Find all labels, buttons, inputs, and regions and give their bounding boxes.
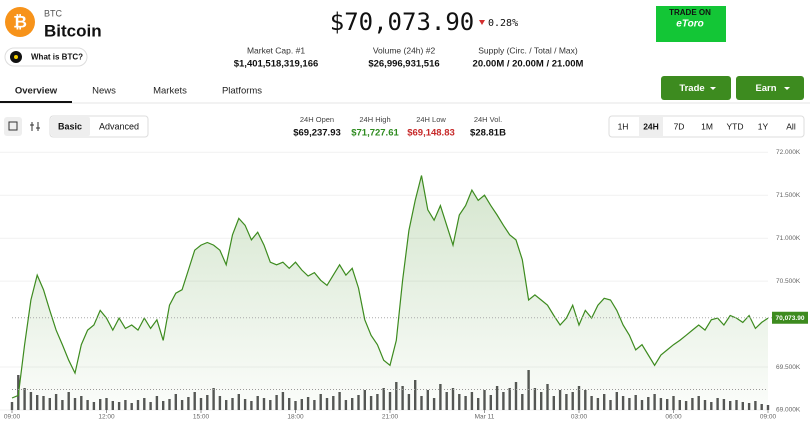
x-tick-label: 18:00 <box>287 414 304 421</box>
what-is-label[interactable]: What is BTC? <box>31 53 83 62</box>
range-option[interactable]: 24H <box>643 121 659 131</box>
mode-active-bg <box>51 117 90 136</box>
mode-option[interactable]: Basic <box>58 121 82 131</box>
y-tick-label: 69.000K <box>776 407 801 414</box>
price-chart: 69.000K 69.500K 70.500K 71.000K 71.500K 72.00… <box>0 149 808 421</box>
summary-value: $71,727.61 <box>351 128 399 139</box>
x-tick-label: 21:00 <box>382 414 399 421</box>
y-tick-label: 69.500K <box>776 364 801 371</box>
active-tab-underline <box>0 101 72 103</box>
tab[interactable]: Platforms <box>222 86 262 97</box>
stat-label: Market Cap. #1 <box>247 45 305 55</box>
x-tick-label: 12:00 <box>98 414 115 421</box>
y-tick-label: 71.500K <box>776 192 801 199</box>
stat-value: $26,996,931,516 <box>368 59 439 70</box>
tab[interactable]: Markets <box>153 86 187 97</box>
dropdown-caret <box>710 87 716 90</box>
dropdown-caret <box>784 87 790 90</box>
coin-name: Bitcoin <box>44 21 102 40</box>
stat-value: $1,401,518,319,166 <box>234 59 319 70</box>
summary-value: $69,148.83 <box>407 128 455 139</box>
price-area <box>12 175 768 410</box>
x-tick-label: 06:00 <box>665 414 682 421</box>
price-line <box>11 175 769 399</box>
x-tick-label: 15:00 <box>193 414 210 421</box>
x-tick-label: Mar 11 <box>475 414 495 421</box>
range-option[interactable]: 1M <box>701 121 713 131</box>
summary-label: 24H High <box>359 115 390 124</box>
summary-value: $28.81B <box>470 128 506 139</box>
action-label[interactable]: Earn <box>755 83 776 94</box>
coin-logo <box>5 7 35 37</box>
range-option[interactable]: 7D <box>674 121 685 131</box>
ad-banner[interactable]: TRADE ON eToro <box>656 6 726 42</box>
last-price-label: 70,073.90 <box>776 315 805 322</box>
symbol: BTC <box>44 8 63 18</box>
what-is-button[interactable]: What is BTC? <box>4 47 88 67</box>
stat-label: Volume (24h) #2 <box>373 45 436 55</box>
action-button[interactable] <box>661 76 731 100</box>
x-tick-label: 09:00 <box>4 414 21 421</box>
tab[interactable]: Overview <box>15 86 58 97</box>
range-active-bg <box>639 117 663 136</box>
chart-type-icon <box>30 122 40 131</box>
y-tick-label: 70.500K <box>776 278 801 285</box>
ad-line[interactable]: TRADE ON <box>669 8 711 17</box>
range-option[interactable]: All <box>786 121 796 131</box>
action-label[interactable]: Trade <box>679 83 704 94</box>
price: $70,073.90 <box>330 8 475 36</box>
mode-option[interactable]: Advanced <box>99 121 139 131</box>
range-option[interactable]: 1Y <box>758 121 769 131</box>
stat-value: 20.00M / 20.00M / 21.00M <box>473 59 584 70</box>
coin-logo-glyph: ₿ <box>13 12 27 31</box>
price-change: 0.28% <box>488 18 518 29</box>
y-tick-label: 72.000K <box>776 149 801 156</box>
summary-value: $69,237.93 <box>293 128 341 139</box>
range-option[interactable]: YTD <box>727 121 744 131</box>
stat-label: Supply (Circ. / Total / Max) <box>478 45 578 55</box>
summary-label: 24H Vol. <box>474 115 502 124</box>
x-tick-label: 09:00 <box>760 414 777 421</box>
down-arrow <box>479 20 485 25</box>
ad-brand[interactable]: eToro <box>676 19 703 30</box>
x-tick-label: 03:00 <box>571 414 588 421</box>
action-button[interactable] <box>736 76 804 100</box>
summary-label: 24H Low <box>416 115 446 124</box>
last-price-tag <box>772 311 808 324</box>
tab[interactable]: News <box>92 86 116 97</box>
range-option[interactable]: 1H <box>618 121 629 131</box>
chart-type-icon <box>8 121 18 131</box>
y-tick-label: 71.000K <box>776 235 801 242</box>
chart-type-button[interactable] <box>26 117 44 136</box>
chart-type-button[interactable] <box>4 117 22 136</box>
summary-label: 24H Open <box>300 115 334 124</box>
